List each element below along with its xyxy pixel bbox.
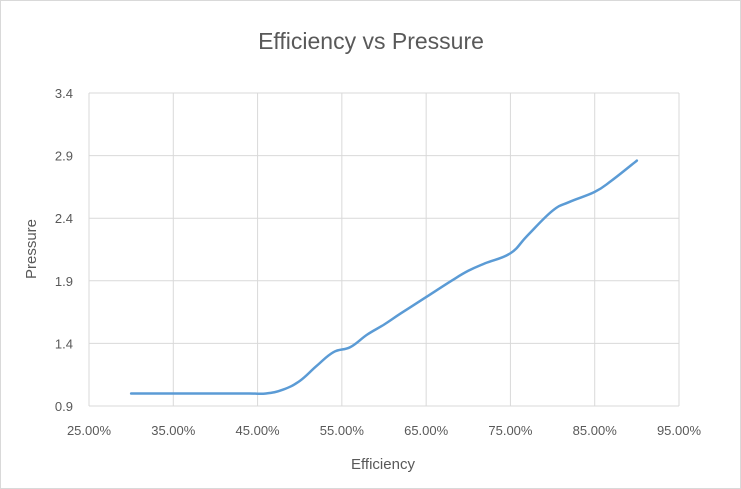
x-axis-ticks: 25.00% 35.00% 45.00% 55.00% 65.00% 75.00% 85.0…: [67, 423, 702, 438]
y-tick-label: 2.9: [55, 149, 73, 164]
series-line: [129, 159, 639, 396]
y-axis-ticks: 0.9 1.4 1.9 2.4 2.9 3.4: [55, 86, 73, 414]
x-tick-label: 45.00%: [236, 423, 281, 438]
x-tick-label: 25.00%: [67, 423, 112, 438]
y-axis-label: Pressure: [23, 219, 40, 279]
y-tick-label: 1.4: [55, 336, 73, 351]
y-tick-label: 2.4: [55, 211, 73, 226]
y-tick-label: 0.9: [55, 399, 73, 414]
series-layer: [129, 159, 639, 396]
x-axis-label: Efficiency: [351, 456, 415, 473]
y-tick-label: 3.4: [55, 86, 73, 101]
x-tick-label: 65.00%: [404, 423, 449, 438]
x-tick-label: 75.00%: [488, 423, 533, 438]
x-tick-label: 85.00%: [573, 423, 618, 438]
x-tick-label: 95.00%: [657, 423, 702, 438]
x-tick-label: 35.00%: [151, 423, 196, 438]
y-tick-label: 1.9: [55, 274, 73, 289]
gridlines: [88, 92, 680, 407]
chart-title: Efficiency vs Pressure: [258, 28, 484, 54]
x-tick-label: 55.00%: [320, 423, 365, 438]
